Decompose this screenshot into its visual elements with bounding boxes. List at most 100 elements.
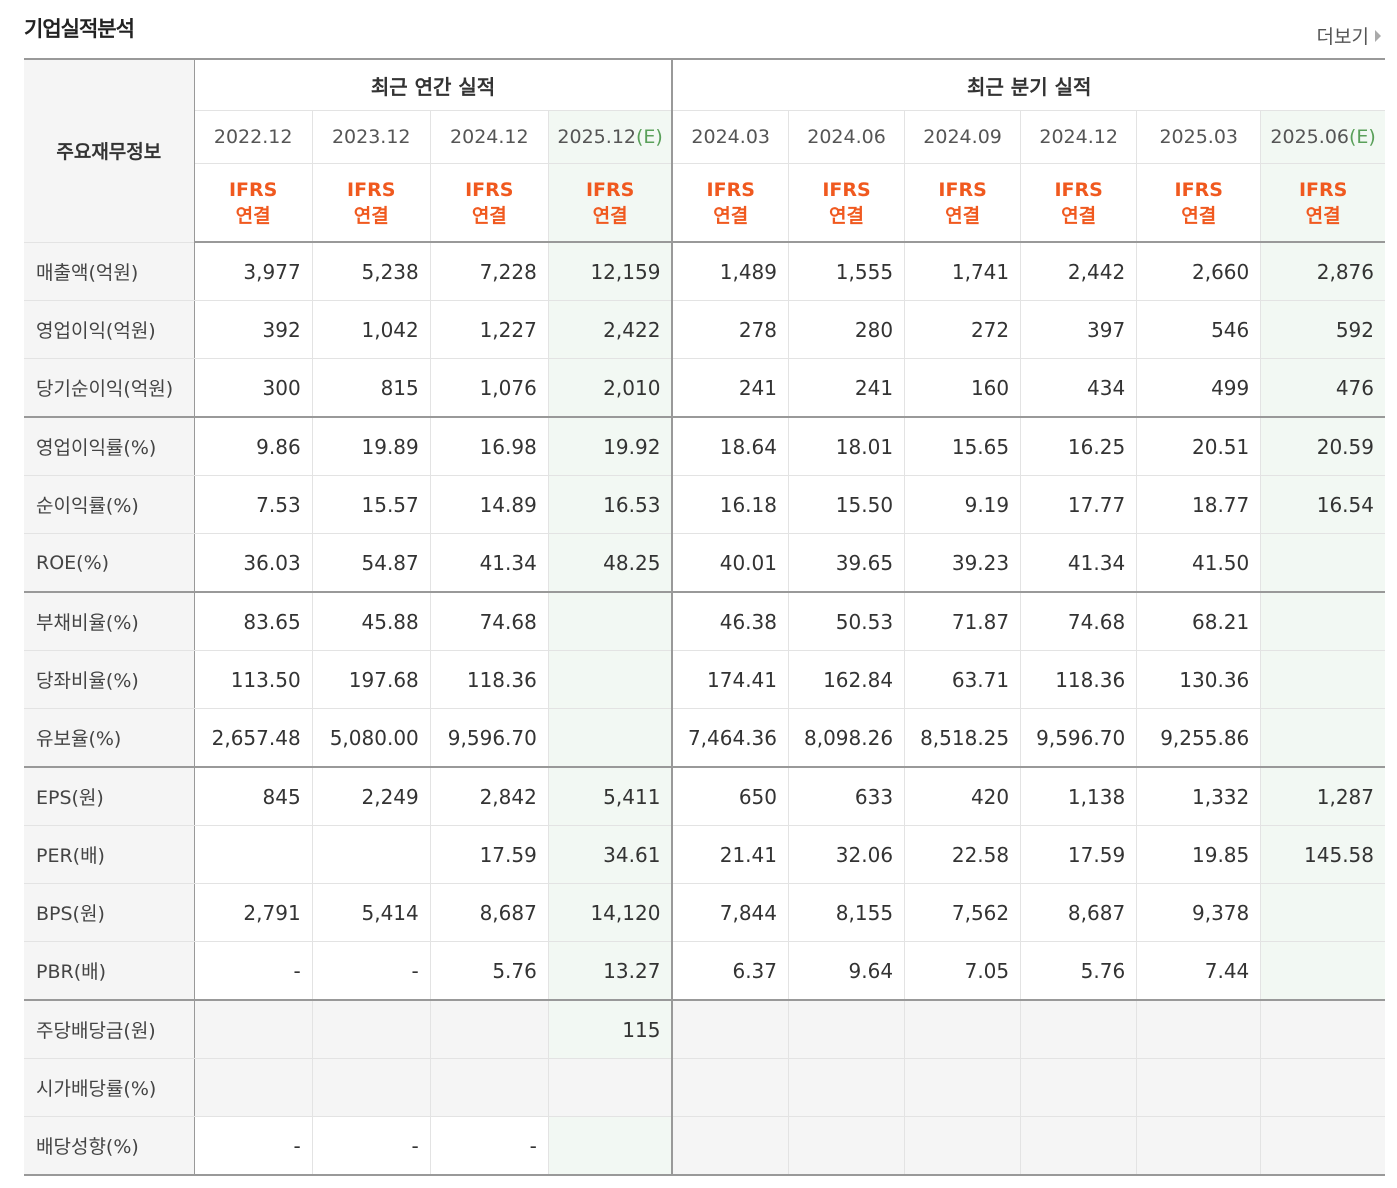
period-header: 2024.12 — [429, 110, 549, 164]
cell-value — [1136, 999, 1261, 1059]
row-label: PER(배) — [24, 825, 195, 884]
period-label: 2024.03 — [691, 126, 770, 148]
cell-value: 8,687 — [429, 883, 549, 942]
cell-value: 1,138 — [1020, 766, 1137, 826]
cell-value — [787, 1058, 905, 1117]
cell-value: 633 — [787, 766, 905, 826]
cell-value: 300 — [193, 358, 313, 418]
chevron-right-icon — [1375, 29, 1381, 42]
cell-value — [787, 1116, 905, 1176]
ifrs-label: IFRS 연결 — [904, 163, 1021, 243]
cell-value: 241 — [671, 358, 789, 418]
ifrs-line2: 연결 — [829, 204, 865, 227]
cell-value — [1260, 941, 1385, 1001]
cell-value: 16.53 — [547, 475, 674, 534]
period-header: 2025.03 — [1136, 110, 1261, 164]
cell-value: 8,098.26 — [787, 708, 905, 768]
period-header: 2024.12 — [1020, 110, 1137, 164]
cell-value — [1020, 1116, 1137, 1176]
row-label: 영업이익(억원) — [24, 300, 195, 359]
cell-value: 5.76 — [1020, 941, 1137, 1001]
cell-value: 46.38 — [671, 591, 789, 651]
period-label: 2024.12 — [1039, 126, 1118, 148]
cell-value — [1260, 1116, 1385, 1176]
cell-value: 7.53 — [193, 475, 313, 534]
ifrs-line2: 연결 — [353, 204, 389, 227]
cell-value: 74.68 — [1020, 591, 1137, 651]
cell-value: 9,596.70 — [1020, 708, 1137, 768]
cell-value — [429, 999, 549, 1059]
financial-table: 주요재무정보 최근 연간 실적 최근 분기 실적 2022.12 2023.12 2… — [24, 58, 1385, 1176]
cell-value: 2,876 — [1260, 242, 1385, 301]
cell-value: 162.84 — [787, 650, 905, 709]
cell-value: 48.25 — [547, 533, 674, 593]
cell-value: 174.41 — [671, 650, 789, 709]
cell-value: 145.58 — [1260, 825, 1385, 884]
cell-value: 16.18 — [671, 475, 789, 534]
cell-value — [547, 591, 674, 651]
ifrs-label: IFRS 연결 — [787, 163, 905, 243]
cell-value: 39.65 — [787, 533, 905, 593]
ifrs-line2: 연결 — [235, 204, 271, 227]
cell-value: 71.87 — [904, 591, 1021, 651]
ifrs-line1: IFRS — [1298, 178, 1348, 201]
cell-value — [1260, 708, 1385, 768]
ifrs-label: IFRS 연결 — [193, 163, 313, 243]
cell-value: 39.23 — [904, 533, 1021, 593]
cell-value: 54.87 — [311, 533, 431, 593]
table-row: ROE(%) 36.03 54.87 41.34 48.25 40.01 39.65 39.2… — [24, 533, 1385, 593]
group-annual: 최근 연간 실적 — [193, 58, 674, 111]
cell-value: 7,562 — [904, 883, 1021, 942]
cell-value: 18.01 — [787, 416, 905, 476]
period-label: 2024.09 — [923, 126, 1002, 148]
cell-value — [904, 1058, 1021, 1117]
cell-value: 40.01 — [671, 533, 789, 593]
cell-value: 2,791 — [193, 883, 313, 942]
cell-value: 68.21 — [1136, 591, 1261, 651]
cell-value: 16.54 — [1260, 475, 1385, 534]
ifrs-line1: IFRS — [938, 178, 987, 201]
row-label: 주당배당금(원) — [24, 999, 195, 1059]
ifrs-label: IFRS 연결 — [429, 163, 549, 243]
cell-value: 41.34 — [1020, 533, 1137, 593]
cell-value: 392 — [193, 300, 313, 359]
ifrs-line1: IFRS — [822, 178, 871, 201]
cell-value — [193, 999, 313, 1059]
cell-value: 1,042 — [311, 300, 431, 359]
cell-value: 7,228 — [429, 242, 549, 301]
cell-value: - — [193, 941, 313, 1001]
group-quarterly: 최근 분기 실적 — [671, 58, 1385, 111]
cell-value: 118.36 — [1020, 650, 1137, 709]
ifrs-label: IFRS 연결 — [1020, 163, 1137, 243]
cell-value: 241 — [787, 358, 905, 418]
row-label: 당기순이익(억원) — [24, 358, 195, 418]
ifrs-line2: 연결 — [713, 204, 749, 227]
cell-value — [1020, 999, 1137, 1059]
more-label: 더보기 — [1316, 26, 1369, 48]
cell-value — [1020, 1058, 1137, 1117]
estimate-mark: (E) — [1349, 126, 1376, 148]
cell-value — [1260, 650, 1385, 709]
period-header: 2024.09 — [904, 110, 1021, 164]
cell-value — [1260, 533, 1385, 593]
table-row: BPS(원) 2,791 5,414 8,687 14,120 7,844 8,155 7,5… — [24, 883, 1385, 942]
cell-value: 1,287 — [1260, 766, 1385, 826]
cell-value — [547, 708, 674, 768]
more-link[interactable]: 더보기 — [1317, 22, 1381, 49]
cell-value: 20.51 — [1136, 416, 1261, 476]
cell-value: 50.53 — [787, 591, 905, 651]
cell-value: 113.50 — [193, 650, 313, 709]
ifrs-line2: 연결 — [1061, 204, 1097, 227]
cell-value: 546 — [1136, 300, 1261, 359]
cell-value: 118.36 — [429, 650, 549, 709]
cell-value: 1,489 — [671, 242, 789, 301]
period-header: 2025.12(E) — [547, 110, 674, 164]
cell-value — [1260, 1058, 1385, 1117]
cell-value: 592 — [1260, 300, 1385, 359]
cell-value: 19.92 — [547, 416, 674, 476]
cell-value: 197.68 — [311, 650, 431, 709]
cell-value: 8,687 — [1020, 883, 1137, 942]
cell-value: 8,518.25 — [904, 708, 1021, 768]
cell-value: 18.77 — [1136, 475, 1261, 534]
cell-value — [547, 650, 674, 709]
